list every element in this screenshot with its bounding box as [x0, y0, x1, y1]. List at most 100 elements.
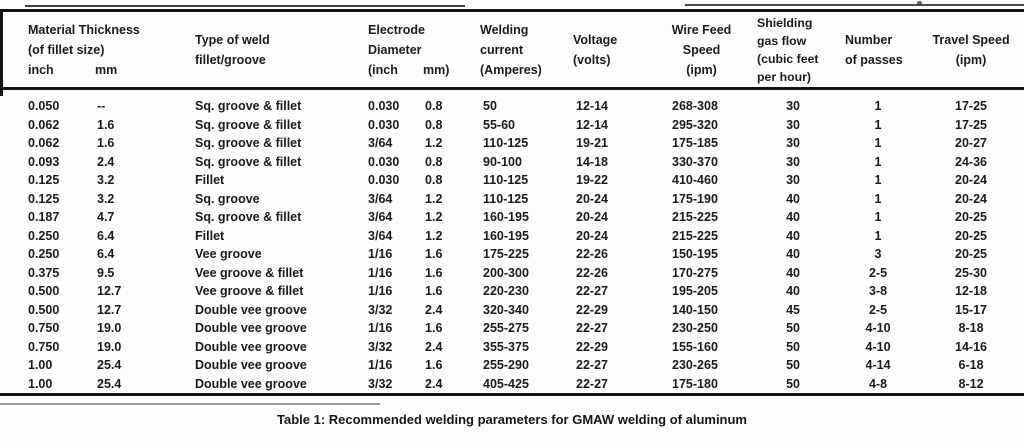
- cell-wire-feed: 295-320: [672, 117, 718, 132]
- scan-artifact: [685, 4, 1024, 6]
- cell-gas-flow: 30: [786, 173, 800, 188]
- header-material-thickness: Material Thickness (of fillet size) inch…: [0, 11, 195, 89]
- header-travel-speed: Travel Speed (ipm): [918, 11, 1024, 89]
- cell-wire-feed: 175-180: [672, 376, 718, 391]
- cell-electrode-mm: 0.8: [425, 173, 443, 188]
- cell-electrode-mm: 1.2: [425, 136, 443, 151]
- cell-weld-type: Double vee groove: [195, 302, 307, 317]
- cell-passes: 1: [874, 210, 882, 225]
- cell-current: 320-340: [483, 302, 529, 317]
- header-number-of-passes: Number of passes: [838, 11, 918, 89]
- cell-current: 110-125: [483, 173, 529, 188]
- cell-passes: 4-14: [865, 358, 891, 373]
- cell-current: 175-225: [483, 247, 529, 262]
- cell-electrode-mm: 1.2: [425, 210, 443, 225]
- cell-passes: 1: [874, 99, 882, 114]
- table-row: 0.125 3.2 Sq. groove 3/64 1.2 110-125 20-24 175…: [0, 190, 1024, 209]
- cell-voltage: 22-29: [576, 339, 608, 354]
- cell-wire-feed: 170-275: [672, 265, 718, 280]
- table-left-edge-rule: [0, 9, 3, 96]
- header-line: gas flow: [757, 33, 807, 48]
- cell-current: 55-60: [483, 117, 515, 132]
- cell-passes: 1: [874, 154, 882, 169]
- cell-electrode-mm: 1.6: [425, 247, 443, 262]
- table-row: 0.093 2.4 Sq. groove & fillet 0.030 0.8 90-10…: [0, 153, 1024, 172]
- cell-wire-feed: 268-308: [672, 99, 718, 114]
- cell-wire-feed: 215-225: [672, 210, 718, 225]
- table-row: 1.00 25.4 Double vee groove 1/16 1.6 255-290 2…: [0, 356, 1024, 375]
- header-welding-current: Welding current (Amperes): [480, 11, 573, 89]
- cell-electrode-inch: 0.030: [368, 99, 400, 114]
- cell-wire-feed: 155-160: [672, 339, 718, 354]
- unit-mm-label: mm): [423, 62, 450, 77]
- cell-travel-speed: 17-25: [955, 117, 987, 132]
- cell-electrode-inch: 3/32: [368, 339, 393, 354]
- header-line: (volts): [573, 52, 611, 67]
- header-line: Material Thickness: [28, 22, 140, 37]
- header-gap: [0, 89, 1024, 98]
- cell-electrode-inch: 3/64: [368, 191, 393, 206]
- cell-current: 50: [483, 99, 497, 114]
- table-row: 1.00 25.4 Double vee groove 3/32 2.4 405-425 2…: [0, 375, 1024, 395]
- table-row: 0.250 6.4 Vee groove 1/16 1.6 175-225 22-26 150…: [0, 245, 1024, 264]
- cell-wire-feed: 175-190: [672, 191, 718, 206]
- table-row: 0.750 19.0 Double vee groove 3/32 2.4 355-375…: [0, 338, 1024, 357]
- header-line: (of fillet size): [28, 42, 105, 57]
- cell-electrode-mm: 0.8: [425, 154, 443, 169]
- header-line: (ipm): [955, 52, 987, 67]
- cell-current: 255-275: [483, 321, 529, 336]
- cell-travel-speed: 24-36: [955, 154, 987, 169]
- cell-gas-flow: 40: [786, 265, 800, 280]
- cell-gas-flow: 50: [786, 376, 800, 391]
- cell-mat-mm: 19.0: [97, 339, 122, 354]
- cell-electrode-mm: 0.8: [425, 99, 443, 114]
- header-row: Material Thickness (of fillet size) inch…: [0, 11, 1024, 89]
- header-line: Wire Feed: [671, 22, 732, 37]
- cell-weld-type: Double vee groove: [195, 358, 307, 373]
- cell-weld-type: Sq. groove & fillet: [195, 210, 302, 225]
- header-line: per hour): [757, 69, 811, 84]
- cell-mat-mm: 2.4: [97, 154, 115, 169]
- cell-electrode-inch: 3/64: [368, 136, 393, 151]
- cell-weld-type: Double vee groove: [195, 321, 307, 336]
- cell-voltage: 20-24: [576, 191, 608, 206]
- cell-passes: 3-8: [868, 284, 888, 299]
- cell-mat-inch: 0.250: [28, 228, 60, 243]
- cell-electrode-inch: 0.030: [368, 173, 400, 188]
- cell-travel-speed: 15-17: [955, 302, 987, 317]
- table-row: 0.062 1.6 Sq. groove & fillet 3/64 1.2 110-12…: [0, 134, 1024, 153]
- cell-voltage: 22-26: [576, 265, 608, 280]
- header-units: inch mm: [28, 60, 195, 80]
- table-body: 0.050 -- Sq. groove & fillet 0.030 0.8 50 12-1…: [0, 89, 1024, 395]
- cell-electrode-inch: 3/64: [368, 228, 393, 243]
- header-electrode-diameter: Electrode Diameter (inch mm): [368, 11, 480, 89]
- cell-mat-mm: 4.7: [97, 210, 115, 225]
- cell-passes: 4-10: [865, 339, 891, 354]
- cell-passes: 1: [874, 191, 882, 206]
- cell-travel-speed: 20-24: [955, 191, 987, 206]
- cell-mat-mm: 19.0: [97, 321, 122, 336]
- header-line: Type of weld: [195, 32, 270, 47]
- cell-weld-type: Fillet: [195, 173, 225, 188]
- cell-current: 405-425: [483, 376, 529, 391]
- cell-voltage: 22-26: [576, 247, 608, 262]
- cell-travel-speed: 20-25: [955, 228, 987, 243]
- cell-mat-mm: 1.6: [97, 117, 115, 132]
- cell-passes: 1: [874, 117, 882, 132]
- cell-gas-flow: 40: [786, 284, 800, 299]
- header-line: of passes: [845, 52, 903, 67]
- cell-mat-mm: 25.4: [97, 376, 122, 391]
- cell-mat-inch: 0.125: [28, 173, 60, 188]
- header-line: Voltage: [573, 32, 618, 47]
- cell-current: 220-230: [483, 284, 529, 299]
- cell-electrode-inch: 1/16: [368, 265, 393, 280]
- cell-mat-inch: 1.00: [28, 376, 53, 391]
- cell-wire-feed: 330-370: [672, 154, 718, 169]
- cell-electrode-mm: 1.2: [425, 228, 443, 243]
- cell-travel-speed: 6-18: [958, 358, 984, 373]
- cell-current: 355-375: [483, 339, 529, 354]
- table-row: 0.250 6.4 Fillet 3/64 1.2 160-195 20-24 215-225…: [0, 227, 1024, 246]
- table-row: 0.187 4.7 Sq. groove & fillet 3/64 1.2 160-19…: [0, 208, 1024, 227]
- table-row: 0.750 19.0 Double vee groove 1/16 1.6 255-275…: [0, 319, 1024, 338]
- header-line: fillet/groove: [195, 52, 266, 67]
